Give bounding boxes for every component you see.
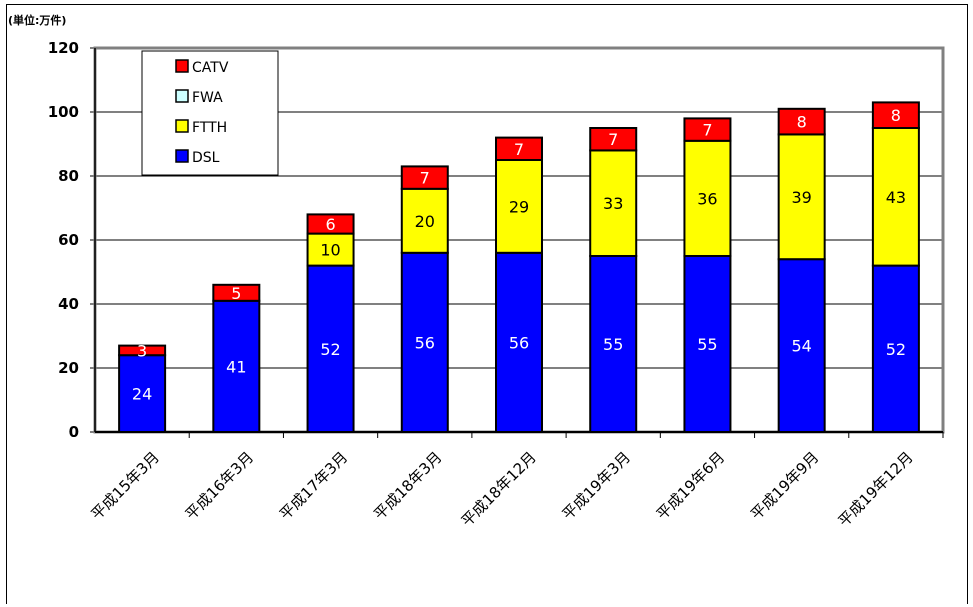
bar-segment-catv xyxy=(306,213,355,235)
data-label-catv: 3 xyxy=(137,341,147,360)
bar-segment-catv xyxy=(118,344,167,357)
bar-segment-dsl xyxy=(400,251,449,433)
x-tick-label: 平成17年3月 xyxy=(276,448,351,523)
data-label-dsl: 55 xyxy=(697,335,717,354)
data-label-ftth: 29 xyxy=(509,197,529,216)
bar-segment-catv xyxy=(212,283,261,302)
bar-segment-ftth xyxy=(871,127,920,267)
data-label-dsl: 54 xyxy=(791,337,811,356)
legend-swatch-fwa xyxy=(175,89,189,103)
data-label-ftth: 43 xyxy=(886,188,906,207)
bar-segment-ftth xyxy=(683,139,732,257)
x-tick-label: 平成16年3月 xyxy=(182,448,257,523)
data-label-catv: 7 xyxy=(420,169,430,188)
legend-swatch-ftth xyxy=(175,119,189,133)
data-label-catv: 8 xyxy=(797,113,807,132)
data-label-dsl: 52 xyxy=(320,340,340,359)
bar-segment-dsl xyxy=(212,299,261,433)
bar-segment-ftth xyxy=(589,149,638,257)
x-tick-label: 平成18年12月 xyxy=(458,448,540,530)
y-tick-label: 40 xyxy=(58,295,79,313)
bar-segment-ftth xyxy=(777,133,826,261)
data-label-catv: 7 xyxy=(514,140,524,159)
legend xyxy=(141,50,279,176)
data-label-dsl: 56 xyxy=(509,333,529,352)
data-label-catv: 6 xyxy=(325,215,335,234)
bar-segment-catv xyxy=(683,117,732,142)
data-label-catv: 7 xyxy=(608,130,618,149)
data-label-ftth: 33 xyxy=(603,194,623,213)
bar-segment-dsl xyxy=(871,264,920,433)
bar-segment-dsl xyxy=(589,255,638,433)
data-label-ftth: 10 xyxy=(320,241,340,260)
data-label-dsl: 24 xyxy=(132,385,152,404)
x-tick-label: 平成19年12月 xyxy=(835,448,917,530)
bar-segment-catv xyxy=(589,127,638,152)
y-tick-label: 120 xyxy=(48,39,79,57)
legend-label-ftth: FTTH xyxy=(192,120,227,136)
y-tick-label: 20 xyxy=(58,359,79,377)
y-tick-label: 100 xyxy=(48,103,79,121)
data-label-dsl: 55 xyxy=(603,335,623,354)
unit-label: (単位:万件) xyxy=(8,14,67,27)
data-label-ftth: 39 xyxy=(791,188,811,207)
data-label-catv: 5 xyxy=(231,284,241,303)
bar-segment-dsl xyxy=(306,264,355,433)
data-label-dsl: 56 xyxy=(415,333,435,352)
x-tick-label: 平成15年3月 xyxy=(88,448,163,523)
legend-swatch-catv xyxy=(175,59,189,73)
legend-label-catv: CATV xyxy=(192,60,229,76)
bar-segment-dsl xyxy=(495,251,543,433)
data-label-catv: 8 xyxy=(891,106,901,125)
x-tick-label: 平成18年3月 xyxy=(370,448,445,523)
bar-segment-ftth xyxy=(400,187,449,254)
bar-segment-ftth xyxy=(306,232,355,267)
y-tick-label: 80 xyxy=(58,167,79,185)
x-tick-label: 平成19年9月 xyxy=(747,448,822,523)
data-label-ftth: 20 xyxy=(415,212,435,231)
chart-frame xyxy=(6,4,968,604)
bar-segment-catv xyxy=(495,136,543,162)
legend-label-dsl: DSL xyxy=(192,150,220,166)
bar-segment-catv xyxy=(871,101,920,130)
data-label-catv: 7 xyxy=(702,121,712,140)
legend-swatch-dsl xyxy=(175,149,189,163)
bar-segment-ftth xyxy=(495,159,543,254)
bar-segment-catv xyxy=(777,107,826,136)
data-label-dsl: 41 xyxy=(226,357,246,376)
data-label-dsl: 52 xyxy=(886,340,906,359)
x-tick-label: 平成19年3月 xyxy=(559,448,634,523)
data-label-ftth: 36 xyxy=(697,189,717,208)
bar-segment-catv xyxy=(400,165,449,190)
y-tick-label: 60 xyxy=(58,231,79,249)
y-tick-label: 0 xyxy=(69,423,79,441)
x-tick-label: 平成19年6月 xyxy=(653,448,728,523)
legend-label-fwa: FWA xyxy=(192,90,223,106)
